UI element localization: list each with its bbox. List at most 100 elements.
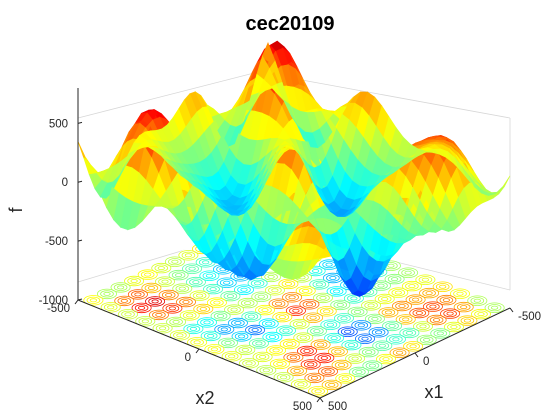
contour-line xyxy=(323,321,338,329)
contour-line xyxy=(161,291,176,299)
contour-line xyxy=(404,270,412,275)
contour-line xyxy=(151,299,159,304)
contour-line xyxy=(355,369,363,374)
contour-line xyxy=(238,334,246,339)
contour-line xyxy=(340,328,355,336)
contour-line xyxy=(127,289,148,300)
contour-line xyxy=(388,323,396,328)
contour-line xyxy=(303,348,311,353)
contour-line xyxy=(374,293,395,305)
contour-line xyxy=(175,296,196,308)
contour-line xyxy=(416,322,430,330)
contour-line xyxy=(378,307,399,318)
z-tick-mark xyxy=(77,239,83,242)
contour-line xyxy=(83,295,104,306)
contour-line xyxy=(405,282,419,290)
contour-line xyxy=(103,303,118,311)
contour-line xyxy=(238,358,259,369)
contour-line xyxy=(155,324,170,332)
contour-line xyxy=(127,277,141,285)
x1-tick-label: 0 xyxy=(423,356,429,368)
contour-line xyxy=(416,334,437,346)
contour-line xyxy=(300,359,321,370)
contour-line xyxy=(242,359,256,367)
contour-line xyxy=(299,299,320,310)
contour-line xyxy=(350,308,365,316)
x1-tick-label: 500 xyxy=(328,401,347,413)
contour-line xyxy=(308,386,329,397)
x1-tick-mark xyxy=(319,397,324,403)
contour-line xyxy=(311,387,325,395)
contour-line xyxy=(395,350,404,355)
contour-line xyxy=(306,314,320,322)
contour-line xyxy=(182,299,190,304)
surface-facet xyxy=(329,210,343,217)
contour-line xyxy=(430,328,451,339)
contour-line xyxy=(159,326,167,331)
contour-line xyxy=(124,275,145,287)
surface-facet xyxy=(77,141,91,166)
contour-line xyxy=(290,379,311,390)
contour-line xyxy=(193,340,201,345)
contour-line xyxy=(269,358,290,370)
surface-facet xyxy=(284,261,298,280)
contour-line xyxy=(168,258,182,266)
contour-line xyxy=(304,372,325,384)
contour-line xyxy=(453,290,467,298)
contour-line xyxy=(179,310,200,321)
contour-line xyxy=(279,375,288,380)
contour-line xyxy=(213,300,221,305)
contour-line xyxy=(402,329,417,337)
contour-line xyxy=(312,292,333,304)
contour-line xyxy=(233,284,254,295)
x1-tick-mark xyxy=(414,352,419,358)
contour-line xyxy=(391,300,412,312)
contour-line xyxy=(255,353,270,361)
contour-line xyxy=(316,294,330,302)
contour-line xyxy=(134,304,149,312)
contour-line xyxy=(202,272,217,280)
contour-line xyxy=(261,308,269,313)
contour-line xyxy=(113,283,128,291)
contour-line xyxy=(131,302,152,314)
contour-line xyxy=(398,303,406,308)
contour-line xyxy=(220,327,228,332)
contour-line xyxy=(362,360,383,371)
contour-line xyxy=(392,337,400,342)
contour-line xyxy=(227,305,241,314)
contour-line xyxy=(292,308,300,313)
z-tick-label: 0 xyxy=(62,177,68,189)
surface-facet xyxy=(127,201,141,231)
surface-facet xyxy=(238,275,251,281)
contour-line xyxy=(295,322,304,327)
contour-line xyxy=(296,333,311,342)
contour-line xyxy=(310,375,318,380)
contour-line xyxy=(203,283,224,295)
contour-line xyxy=(227,317,248,329)
surface-facet xyxy=(228,123,243,147)
contour-line xyxy=(358,335,372,343)
contour-line xyxy=(171,271,186,279)
surface-facet xyxy=(231,212,245,216)
contour-line xyxy=(265,333,280,341)
contour-line xyxy=(271,300,286,308)
contour-line xyxy=(361,336,369,341)
contour-line xyxy=(406,342,420,350)
contour-line xyxy=(358,346,379,358)
contour-line xyxy=(460,305,468,310)
contour-line xyxy=(221,351,242,362)
contour-line xyxy=(394,290,402,295)
contour-line xyxy=(272,348,280,353)
contour-line xyxy=(282,292,303,303)
contour-line xyxy=(179,298,193,306)
contour-line xyxy=(309,315,317,320)
contour-line xyxy=(245,324,266,336)
contour-line xyxy=(321,367,335,375)
x1-tick-label: -500 xyxy=(518,311,541,323)
contour-line xyxy=(228,354,236,359)
contour-line xyxy=(321,379,342,391)
contour-line xyxy=(224,304,245,315)
contour-line xyxy=(309,279,330,290)
z-tick-label: -500 xyxy=(45,236,68,248)
contour-line xyxy=(319,295,327,300)
